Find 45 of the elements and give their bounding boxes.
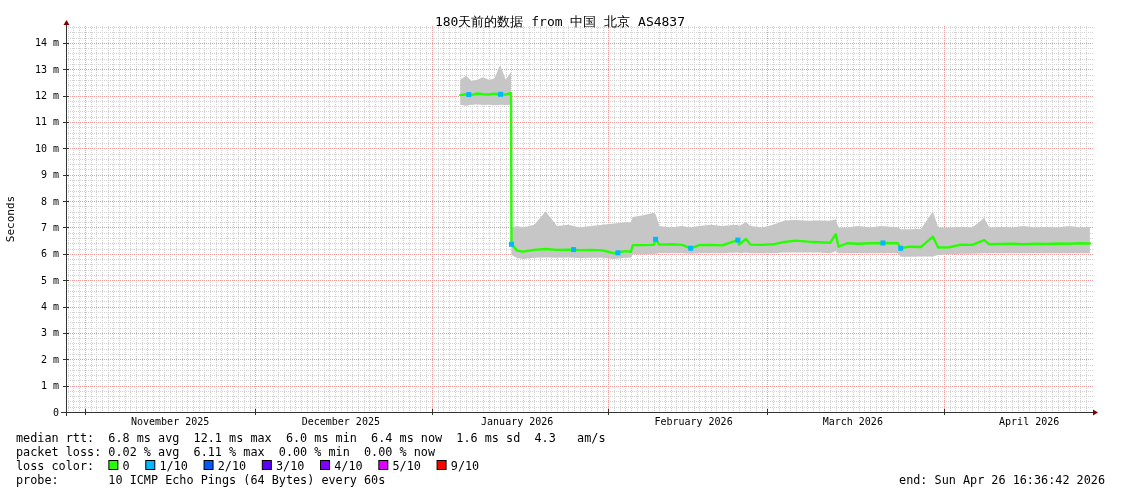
- legend-label: 3/10: [276, 459, 305, 473]
- legend-label: 0: [122, 459, 130, 473]
- legend-label: 1/10: [159, 459, 188, 473]
- y-tick-label: 6 m: [40, 248, 59, 260]
- y-tick-label: 10 m: [34, 142, 59, 154]
- legend-label: 2/10: [217, 459, 247, 473]
- x-tick-label: January 2026: [481, 415, 554, 427]
- text: median rtt: 6.8 ms avg 12.1 ms max 6.0 ms min 6.4 ms now 1.6 ms sd 4.3 am/s: [16, 431, 606, 445]
- x-tick-label: March 2026: [822, 415, 883, 427]
- point: [508, 241, 514, 247]
- text: probe: 10 ICMP Echo Pings (64 Bytes) every 60s: [16, 473, 386, 487]
- point: [898, 245, 904, 251]
- point: [735, 237, 741, 243]
- legend-label: 5/10: [392, 459, 421, 473]
- text: end: Sun Apr 26 16:36:42 2026: [899, 473, 1105, 487]
- y-tick-label: 1 m: [40, 380, 59, 392]
- point: [466, 92, 472, 98]
- point: [498, 91, 504, 97]
- x-tick-label: December 2025: [301, 415, 380, 427]
- y-tick-label: 5 m: [40, 274, 59, 286]
- y-tick-label: 14 m: [34, 37, 59, 49]
- text: packet loss: 0.02 % avg 6.11 % max 0.00 % min 0.00 % now: [16, 445, 436, 459]
- y-axis-title: Seconds: [3, 195, 17, 243]
- x-tick-label: November 2025: [131, 415, 210, 427]
- y-tick-label: 3 m: [40, 327, 59, 339]
- y-tick-label: 9 m: [40, 169, 59, 181]
- point: [615, 250, 621, 256]
- x-tick-label: April 2026: [999, 415, 1060, 427]
- x-tick-label: February 2026: [654, 415, 733, 427]
- y-tick-label: 13 m: [34, 63, 59, 75]
- y-tick-label: 12 m: [34, 90, 59, 102]
- chart-title: 180天前的数据 from 中国 北京 AS4837: [434, 13, 686, 29]
- y-tick-label: 4 m: [40, 301, 59, 313]
- legend-title: loss color:: [16, 459, 95, 473]
- legend-label: 4/10: [334, 459, 363, 473]
- point: [688, 245, 694, 251]
- legend-label: 9/10: [450, 459, 480, 473]
- y-tick-label: 2 m: [40, 353, 59, 365]
- y-tick-label: 8 m: [40, 195, 59, 207]
- point: [571, 247, 577, 253]
- y-tick-label: 11 m: [34, 116, 59, 128]
- point: [653, 236, 659, 242]
- y-tick-label: 7 m: [40, 221, 59, 233]
- point: [880, 240, 886, 246]
- y-tick-label: 0: [52, 406, 59, 418]
